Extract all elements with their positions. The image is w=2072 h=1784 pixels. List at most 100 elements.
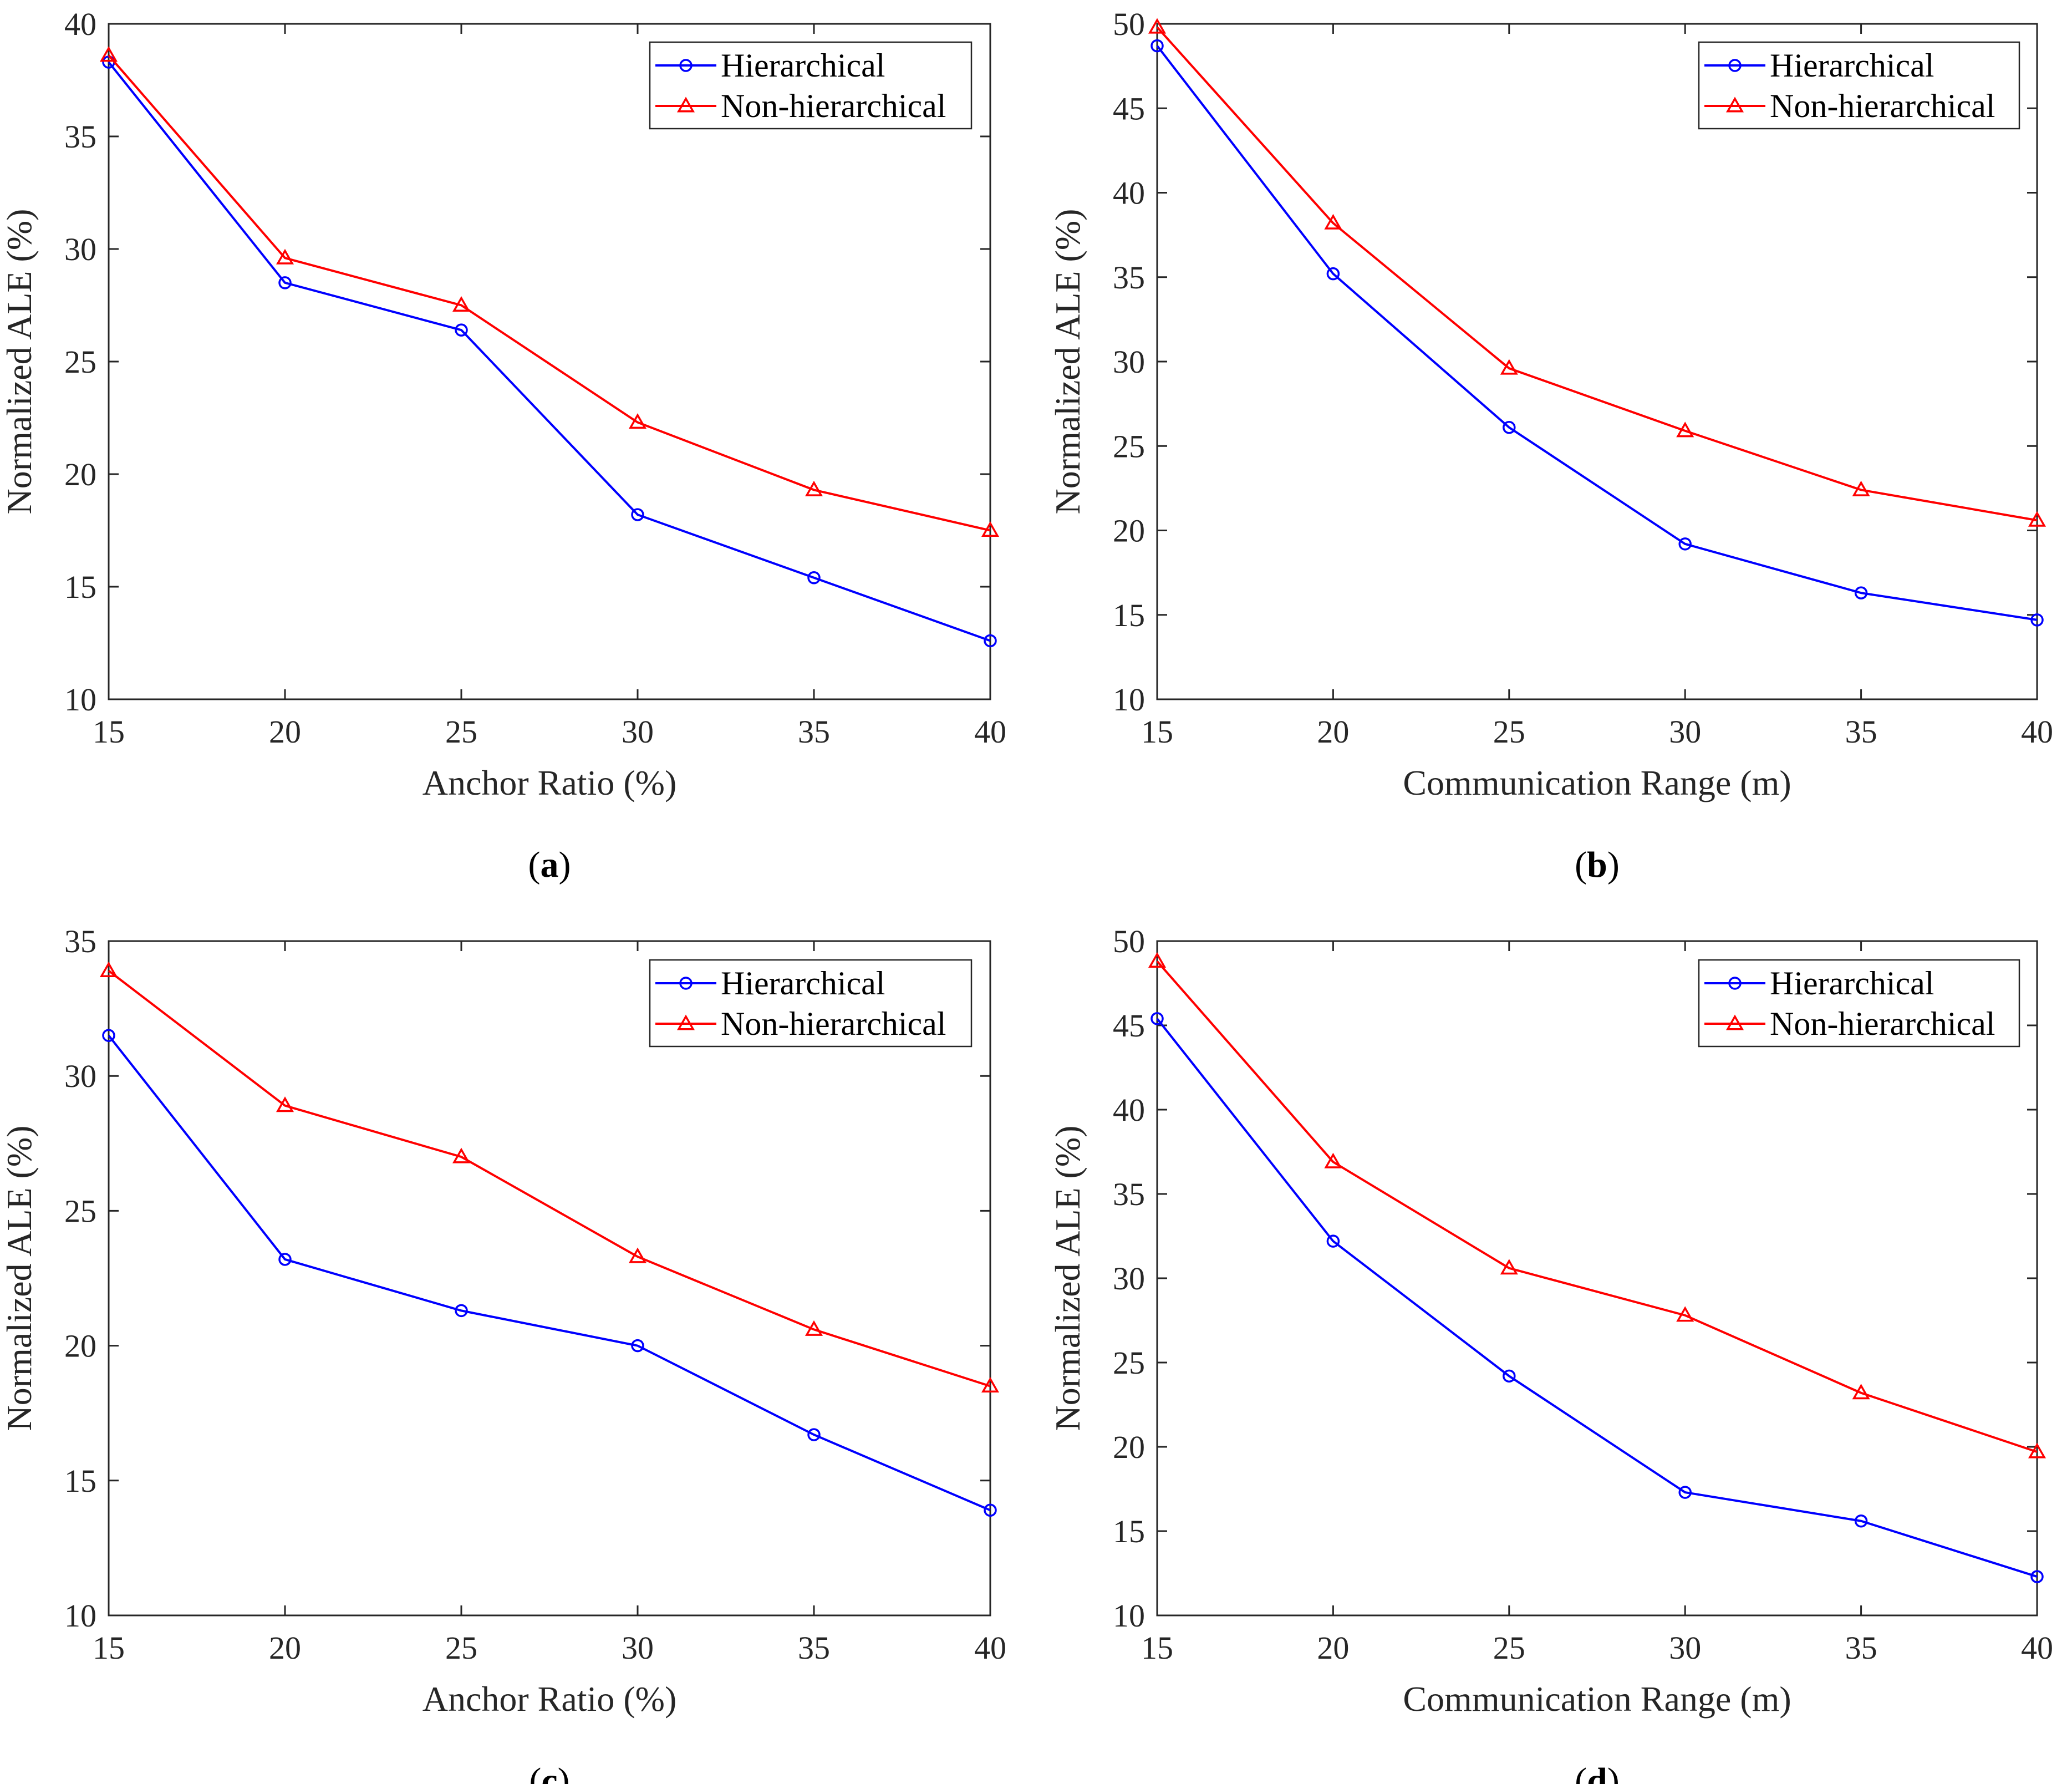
y-tick-label: 25 [64, 344, 96, 380]
x-tick-label: 40 [2021, 714, 2053, 750]
y-tick-label: 25 [64, 1193, 96, 1229]
legend-marker-circle [1728, 59, 1742, 72]
plot-frame [108, 940, 991, 1617]
data-point-circle [1150, 1012, 1164, 1025]
plot-frame [1156, 940, 2038, 1617]
y-tick-label: 15 [64, 1463, 96, 1499]
data-point-triangle [628, 1247, 647, 1263]
data-point-triangle [1324, 1152, 1342, 1168]
legend-marker-triangle [676, 1014, 695, 1030]
series-line [108, 54, 991, 532]
data-point-triangle [452, 1147, 471, 1163]
legend-label: Non-hierarchical [1770, 1005, 1995, 1042]
data-point-triangle [1148, 952, 1167, 968]
panel-label: (a) [528, 845, 571, 885]
y-tick-label: 35 [64, 923, 96, 959]
data-point-circle [807, 571, 821, 584]
x-tick-label: 15 [93, 714, 125, 750]
x-tick-label: 15 [93, 1630, 125, 1666]
y-tick-label: 40 [1113, 1092, 1145, 1128]
y-tick-label: 35 [1113, 1176, 1145, 1212]
legend-box [649, 959, 973, 1048]
legend-box [1698, 41, 2020, 130]
panel-label: (b) [1575, 845, 1620, 885]
data-point-circle [1150, 39, 1164, 53]
data-point-triangle [1500, 1259, 1518, 1275]
chart-panel-b: 15 20 25 30 35 40101520253035404550Communicat… [1048, 6, 2053, 885]
x-tick-label: 20 [269, 714, 301, 750]
y-tick-label: 30 [1113, 1261, 1145, 1297]
data-point-circle [984, 634, 997, 648]
x-tick-label: 20 [269, 1630, 301, 1666]
legend-marker-circle [1728, 977, 1742, 990]
y-tick-label: 10 [64, 682, 96, 718]
y-tick-label: 20 [64, 1328, 96, 1364]
y-tick-label: 20 [1113, 513, 1145, 549]
y-axis-label: Normalized ALE (%) [0, 209, 39, 515]
data-point-triangle [99, 961, 118, 978]
x-tick-label: 30 [622, 714, 654, 750]
x-axis-label: Anchor Ratio (%) [422, 763, 677, 802]
series-non-hierarchical [99, 961, 1000, 1393]
y-tick-label: 40 [64, 6, 96, 42]
data-point-triangle [1852, 480, 1870, 496]
series-line [108, 969, 991, 1387]
x-tick-label: 40 [974, 714, 1006, 750]
series-hierarchical [102, 1029, 997, 1517]
y-tick-label: 30 [64, 1058, 96, 1094]
x-tick-label: 25 [445, 1630, 477, 1666]
y-tick-label: 30 [1113, 344, 1145, 380]
legend-label: Non-hierarchical [1770, 88, 1995, 124]
series-line [108, 61, 991, 642]
x-tick-label: 30 [1669, 1630, 1701, 1666]
legend-label: Hierarchical [721, 47, 885, 84]
data-point-circle [2030, 1570, 2044, 1583]
x-axis-label: Anchor Ratio (%) [422, 1679, 677, 1719]
x-axis-label: Communication Range (m) [1403, 763, 1791, 802]
y-tick-label: 35 [1113, 260, 1145, 296]
y-tick-label: 15 [1113, 597, 1145, 633]
y-axis-label: Normalized ALE (%) [1048, 1126, 1087, 1431]
y-axis-label: Normalized ALE (%) [0, 1126, 39, 1431]
x-tick-label: 35 [798, 1630, 830, 1666]
x-tick-label: 25 [445, 714, 477, 750]
series-line [1156, 1018, 2038, 1578]
data-point-triangle [99, 46, 118, 62]
y-tick-label: 20 [1113, 1429, 1145, 1465]
legend-marker-triangle [676, 96, 695, 113]
series-line [108, 1035, 991, 1512]
data-point-circle [1678, 537, 1692, 551]
plot-frame [108, 23, 991, 700]
y-tick-label: 10 [1113, 682, 1145, 718]
legend-box [1698, 959, 2020, 1048]
data-point-triangle [1852, 1384, 1870, 1400]
data-point-triangle [1148, 18, 1167, 34]
series-line [1156, 960, 2038, 1453]
data-point-triangle [276, 248, 294, 265]
y-tick-label: 10 [1113, 1598, 1145, 1634]
data-point-circle [631, 508, 644, 521]
series-line [1156, 45, 2038, 621]
legend-label: Non-hierarchical [721, 1005, 946, 1042]
data-point-circle [1854, 1514, 1868, 1528]
y-axis-label: Normalized ALE (%) [1048, 209, 1087, 515]
data-point-circle [984, 1503, 997, 1517]
series-non-hierarchical [99, 46, 1000, 537]
x-tick-label: 40 [2021, 1630, 2053, 1666]
data-point-circle [102, 1029, 115, 1042]
data-point-triangle [2028, 511, 2046, 527]
y-tick-label: 45 [1113, 1008, 1145, 1044]
x-tick-label: 20 [1317, 714, 1349, 750]
data-point-circle [807, 1428, 821, 1441]
y-tick-label: 30 [64, 231, 96, 267]
data-point-circle [455, 323, 468, 337]
series-hierarchical [102, 55, 997, 648]
x-tick-label: 20 [1317, 1630, 1349, 1666]
y-tick-label: 25 [1113, 1345, 1145, 1381]
y-tick-label: 35 [64, 119, 96, 155]
series-hierarchical [1150, 1012, 2044, 1583]
data-point-triangle [628, 413, 647, 429]
